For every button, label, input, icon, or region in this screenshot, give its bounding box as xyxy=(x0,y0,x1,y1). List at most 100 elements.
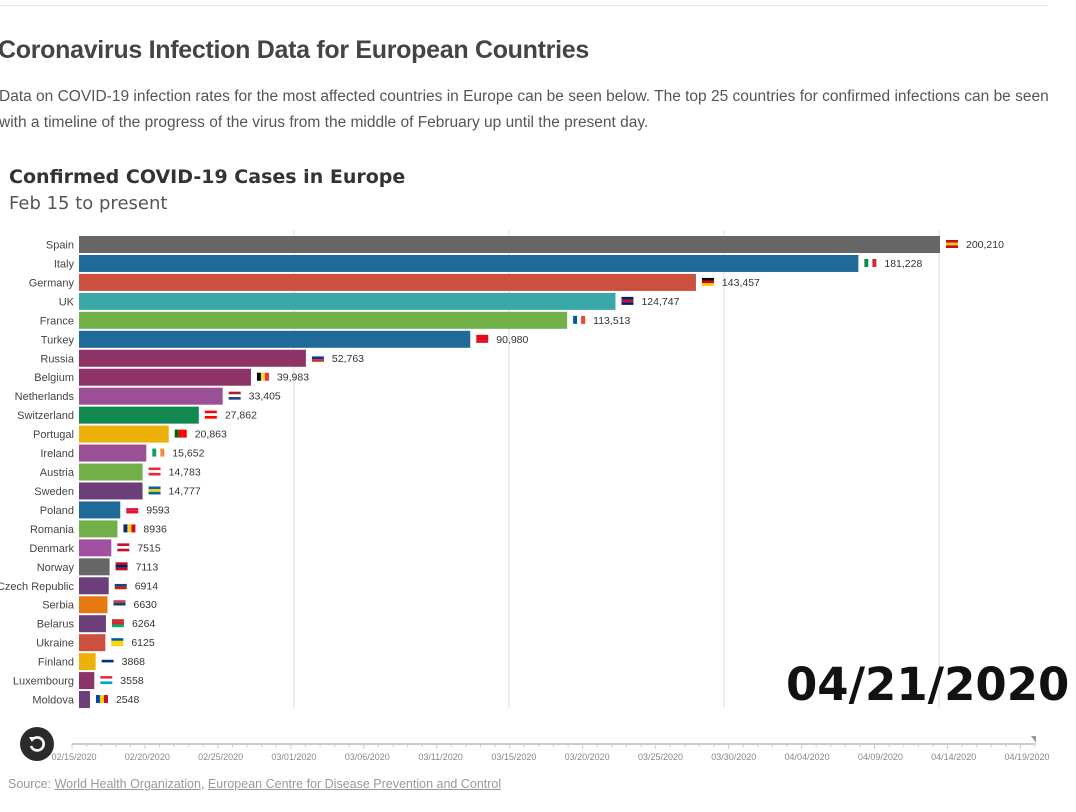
bar xyxy=(79,330,471,348)
value-label: 33,405 xyxy=(249,391,281,403)
flag-icon xyxy=(111,619,124,628)
country-label: Poland xyxy=(40,505,74,517)
value-label: 20,863 xyxy=(195,429,227,441)
bar xyxy=(79,577,109,595)
bar xyxy=(79,482,143,500)
value-label: 90,980 xyxy=(496,334,528,346)
top-divider xyxy=(0,5,1048,6)
timeline-tick-label: 02/20/2020 xyxy=(125,752,170,762)
timeline-tick-label: 04/09/2020 xyxy=(858,752,903,762)
flag-icon xyxy=(113,600,126,609)
bar xyxy=(79,236,940,253)
country-label: Austria xyxy=(40,467,75,479)
value-label: 3558 xyxy=(120,675,144,687)
page-title: Coronavirus Infection Data for European … xyxy=(0,36,589,64)
value-label: 181,228 xyxy=(884,258,922,270)
source-link-ecdc[interactable]: European Centre for Disease Prevention a… xyxy=(207,777,502,791)
bar xyxy=(79,273,696,291)
timeline-tick-label: 04/04/2020 xyxy=(785,752,830,762)
value-label: 6264 xyxy=(132,618,156,630)
country-label: Denmark xyxy=(29,543,74,555)
country-label: Romania xyxy=(30,524,75,536)
flag-icon xyxy=(311,353,324,362)
country-label: Czech Republic xyxy=(0,581,74,593)
timeline-handle[interactable] xyxy=(1031,736,1036,743)
bar xyxy=(79,406,199,424)
country-label: Spain xyxy=(46,240,74,252)
value-label: 14,783 xyxy=(169,467,201,479)
country-label: Italy xyxy=(54,258,75,270)
country-label: Moldova xyxy=(32,695,74,707)
flag-icon xyxy=(126,505,139,514)
flag-icon xyxy=(111,638,124,647)
flag-icon xyxy=(256,372,269,381)
bar xyxy=(79,311,568,329)
source-link-who[interactable]: World Health Organization xyxy=(54,777,201,791)
value-label: 113,513 xyxy=(593,315,630,327)
bar xyxy=(79,501,121,519)
bar xyxy=(79,634,106,652)
timeline-tick-label: 04/19/2020 xyxy=(1004,752,1049,762)
chart-subtitle: Feb 15 to present xyxy=(9,193,168,214)
flag-icon xyxy=(864,258,877,267)
flag-icon xyxy=(174,429,187,438)
source-line: Source: World Health Organization, Europ… xyxy=(8,777,502,791)
country-label: Portugal xyxy=(33,429,74,441)
country-label: Norway xyxy=(37,562,75,574)
flag-icon xyxy=(204,410,217,419)
value-label: 7515 xyxy=(137,542,161,554)
flag-icon xyxy=(476,334,489,343)
country-label: France xyxy=(40,315,74,327)
country-label: Finland xyxy=(38,657,74,669)
value-label: 3868 xyxy=(122,656,146,668)
country-label: UK xyxy=(59,296,75,308)
bar xyxy=(79,463,143,481)
country-label: Netherlands xyxy=(15,391,75,403)
country-label: Belarus xyxy=(37,619,75,631)
flag-icon xyxy=(114,581,127,590)
flag-icon xyxy=(123,524,136,533)
bar xyxy=(79,539,112,557)
bar xyxy=(79,672,95,690)
country-label: Turkey xyxy=(41,334,75,346)
replay-icon xyxy=(29,736,45,752)
timeline-tick-label: 02/25/2020 xyxy=(198,752,243,762)
flag-icon xyxy=(100,676,113,685)
country-label: Germany xyxy=(29,277,75,289)
replay-button[interactable] xyxy=(20,727,54,761)
timeline-tick-label: 03/25/2020 xyxy=(638,752,683,762)
timeline-slider[interactable]: 02/15/2020 02/20/2020 02/25/2020 03/01/2020… xyxy=(0,730,1076,770)
value-label: 6914 xyxy=(135,580,159,592)
country-label: Belgium xyxy=(34,372,74,384)
value-label: 15,652 xyxy=(172,448,204,460)
flag-icon xyxy=(701,277,714,286)
value-label: 124,747 xyxy=(641,296,679,308)
timeline-tick-label: 02/15/2020 xyxy=(51,752,96,762)
value-label: 200,210 xyxy=(966,239,1004,251)
country-label: Russia xyxy=(40,353,75,365)
bar xyxy=(79,387,223,405)
source-label: Source: xyxy=(8,777,52,791)
value-label: 27,862 xyxy=(225,410,257,422)
bar xyxy=(79,596,108,614)
bar xyxy=(79,558,110,576)
bar xyxy=(79,653,96,671)
value-label: 2548 xyxy=(116,694,140,706)
timeline-tick-label: 03/11/2020 xyxy=(418,752,462,762)
bar xyxy=(79,615,106,633)
value-label: 6630 xyxy=(134,599,158,611)
timeline-tick-label: 03/20/2020 xyxy=(565,752,610,762)
timeline-tick-label: 03/06/2020 xyxy=(345,752,390,762)
bar xyxy=(79,444,147,462)
current-date-label: 04/21/2020 xyxy=(786,658,1070,711)
bar xyxy=(79,368,251,386)
intro-text: Data on COVID-19 infection rates for the… xyxy=(0,88,1049,131)
country-label: Switzerland xyxy=(17,410,74,422)
timeline-tick-label: 03/01/2020 xyxy=(271,752,316,762)
country-label: Ukraine xyxy=(36,638,74,650)
flag-icon xyxy=(148,467,161,476)
country-label: Serbia xyxy=(42,600,75,612)
flag-icon xyxy=(95,695,108,704)
flag-icon xyxy=(573,315,586,324)
bar xyxy=(79,691,90,709)
